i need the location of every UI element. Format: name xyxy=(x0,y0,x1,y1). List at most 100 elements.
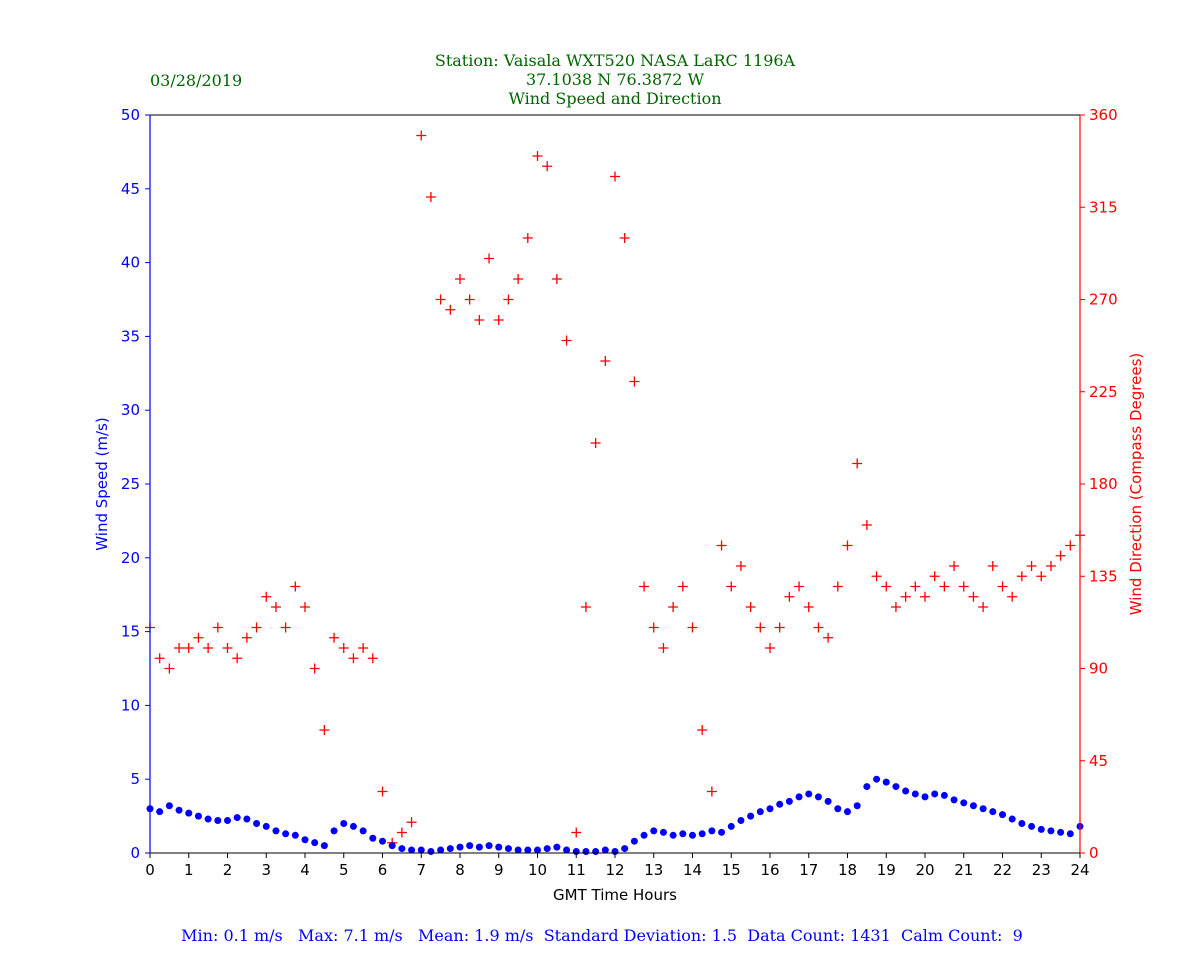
speed-point xyxy=(1066,830,1074,838)
speed-point xyxy=(224,817,231,825)
x-tick-label: 5 xyxy=(339,861,349,879)
x-tick-label: 15 xyxy=(722,861,741,879)
speed-point xyxy=(456,843,464,851)
direction-point xyxy=(503,294,514,305)
direction-point xyxy=(377,786,388,797)
direction-point xyxy=(639,581,650,592)
direction-point xyxy=(920,591,930,602)
y-left-tick-label: 30 xyxy=(121,401,140,419)
direction-point xyxy=(542,161,553,172)
stats-footer: Min: 0.1 m/s Max: 7.1 m/s Mean: 1.9 m/s … xyxy=(171,907,1023,945)
speed-point xyxy=(824,797,832,805)
speed-point xyxy=(737,817,745,825)
direction-point xyxy=(726,581,737,592)
direction-point xyxy=(939,581,950,592)
direction-point xyxy=(455,274,465,284)
speed-point xyxy=(718,828,726,836)
x-tick-label: 21 xyxy=(954,861,973,879)
speed-point xyxy=(950,796,958,804)
speed-point xyxy=(553,843,561,851)
y-right-tick-label: 315 xyxy=(1089,198,1118,216)
x-tick-label: 7 xyxy=(416,861,426,879)
speed-point xyxy=(863,783,871,791)
y-right-tick-label: 225 xyxy=(1089,383,1118,401)
direction-point xyxy=(958,581,969,592)
speed-point xyxy=(814,793,822,801)
direction-point xyxy=(619,233,630,243)
speed-point xyxy=(311,839,319,847)
speed-point xyxy=(911,790,919,798)
x-tick-label: 19 xyxy=(877,861,896,879)
y-right-tick-label: 360 xyxy=(1089,106,1118,124)
speed-point xyxy=(534,846,541,854)
speed-point xyxy=(776,800,784,808)
direction-point xyxy=(648,622,659,633)
direction-point xyxy=(813,622,824,633)
direction-point xyxy=(881,581,892,592)
direction-point xyxy=(794,581,805,592)
title-station: Station: Vaisala WXT520 NASA LaRC 1196A xyxy=(434,51,796,70)
speed-point xyxy=(485,842,493,850)
direction-point xyxy=(241,632,252,643)
direction-point xyxy=(590,438,601,448)
direction-point xyxy=(668,602,679,612)
speed-point xyxy=(349,822,357,830)
speed-point xyxy=(902,787,910,795)
direction-point xyxy=(832,581,843,592)
speed-point xyxy=(650,827,658,835)
direction-point xyxy=(396,827,407,838)
stat-count: Data Count: 1431 xyxy=(747,926,891,945)
x-tick-label: 18 xyxy=(838,861,857,879)
x-tick-label: 9 xyxy=(494,861,504,879)
speed-point xyxy=(437,846,445,854)
speed-point xyxy=(427,848,435,856)
speed-point xyxy=(543,845,551,853)
direction-point xyxy=(900,591,911,602)
y-left-tick-label: 40 xyxy=(121,254,140,272)
x-tick-label: 17 xyxy=(799,861,818,879)
direction-point xyxy=(251,622,262,633)
y-left-tick-label: 20 xyxy=(121,549,140,567)
speed-point xyxy=(524,846,532,854)
y-left-tick-label: 35 xyxy=(121,327,140,345)
direction-point xyxy=(803,602,814,612)
direction-point xyxy=(338,643,349,653)
speed-point xyxy=(194,812,202,820)
direction-point xyxy=(842,540,853,551)
direction-point xyxy=(193,632,204,643)
direction-point xyxy=(212,622,223,633)
direction-point xyxy=(319,725,330,735)
speed-point xyxy=(785,797,793,805)
speed-point xyxy=(940,791,948,799)
direction-point xyxy=(968,591,979,602)
direction-point xyxy=(629,376,640,387)
title-coords: 37.1038 N 76.3872 W xyxy=(525,70,705,89)
direction-point xyxy=(1016,571,1027,582)
direction-point xyxy=(571,827,582,838)
speed-point xyxy=(1037,825,1045,833)
speed-point xyxy=(873,775,881,783)
direction-point xyxy=(697,725,708,735)
speed-point xyxy=(272,827,280,835)
speed-point xyxy=(727,822,735,830)
x-tick-label: 8 xyxy=(455,861,465,879)
speed-point xyxy=(795,793,803,801)
speed-point xyxy=(253,819,261,827)
x-axis-label: GMT Time Hours xyxy=(553,886,677,904)
speed-point xyxy=(1057,828,1065,836)
direction-point xyxy=(890,602,901,612)
speed-point xyxy=(708,827,716,835)
speed-point xyxy=(766,805,774,813)
speed-point xyxy=(204,815,212,823)
speed-point xyxy=(853,802,861,810)
direction-point xyxy=(222,643,233,653)
y-right-tick-label: 135 xyxy=(1089,567,1118,585)
x-tick-label: 4 xyxy=(300,861,310,879)
y-left-tick-label: 45 xyxy=(121,180,140,198)
date-label: 03/28/2019 xyxy=(150,71,243,90)
direction-point xyxy=(484,253,495,264)
x-tick-label: 10 xyxy=(528,861,547,879)
direction-point xyxy=(561,335,572,346)
direction-point xyxy=(871,571,882,582)
speed-point xyxy=(979,805,987,813)
